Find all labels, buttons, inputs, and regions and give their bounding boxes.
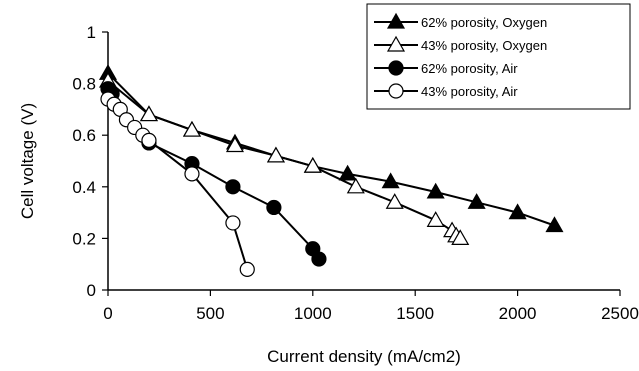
data-point — [184, 166, 200, 182]
data-point — [141, 132, 157, 148]
data-point — [311, 251, 327, 267]
legend-entry-4: 43% porosity, Air — [374, 83, 518, 99]
series-line — [107, 88, 320, 260]
data-point — [266, 199, 282, 216]
legend: 62% porosity, Oxygen 43% porosity, Oxygen… — [366, 3, 631, 110]
data-point — [225, 215, 241, 231]
x-tick-label: 2000 — [499, 304, 537, 323]
legend-label: 62% porosity, Oxygen — [421, 15, 547, 30]
series-4 — [100, 91, 255, 277]
data-point — [381, 172, 400, 189]
x-tick-label: 1000 — [294, 304, 332, 323]
data-point — [303, 156, 322, 173]
data-point — [239, 261, 255, 277]
x-tick-label: 0 — [103, 304, 112, 323]
legend-entry-3: 62% porosity, Air — [374, 60, 518, 76]
legend-entry-1: 62% porosity, Oxygen — [374, 12, 547, 30]
legend-marker — [388, 60, 404, 76]
y-tick-label: 0 — [87, 281, 96, 300]
data-point — [508, 203, 527, 220]
y-tick-label: 0.2 — [72, 229, 96, 248]
data-point — [426, 182, 445, 199]
legend-entry-2: 43% porosity, Oxygen — [374, 35, 547, 53]
y-axis-title: Cell voltage (V) — [18, 103, 37, 219]
legend-label: 62% porosity, Air — [421, 61, 518, 76]
y-tick-label: 1 — [87, 23, 96, 42]
legend-label: 43% porosity, Air — [421, 84, 518, 99]
x-tick-label: 2500 — [601, 304, 639, 323]
data-point — [182, 120, 202, 137]
x-tick-label: 500 — [196, 304, 224, 323]
data-point — [225, 179, 241, 195]
x-axis-title: Current density (mA/cm2) — [267, 347, 461, 366]
legend-marker — [386, 12, 406, 29]
legend-marker — [388, 83, 404, 99]
y-tick-label: 0.6 — [72, 126, 96, 145]
series-2 — [98, 71, 470, 245]
legend-marker — [386, 35, 406, 52]
data-point — [426, 211, 445, 227]
data-point — [266, 146, 285, 163]
y-tick-label: 0.4 — [72, 178, 96, 197]
ticks: 0 0.2 0.4 0.6 0.8 1 0 500 1000 1500 2000 2500 — [72, 23, 639, 323]
data-point — [545, 216, 564, 233]
data-point — [451, 229, 470, 245]
x-tick-label: 1500 — [396, 304, 434, 323]
series-3 — [100, 81, 327, 267]
data-point — [385, 193, 404, 209]
y-tick-label: 0.8 — [72, 75, 96, 94]
data-point — [225, 136, 245, 153]
series-layer — [98, 64, 564, 277]
data-point — [346, 177, 365, 194]
legend-label: 43% porosity, Oxygen — [421, 38, 547, 53]
data-point — [139, 105, 158, 122]
data-point — [338, 164, 357, 181]
data-point — [467, 193, 486, 209]
